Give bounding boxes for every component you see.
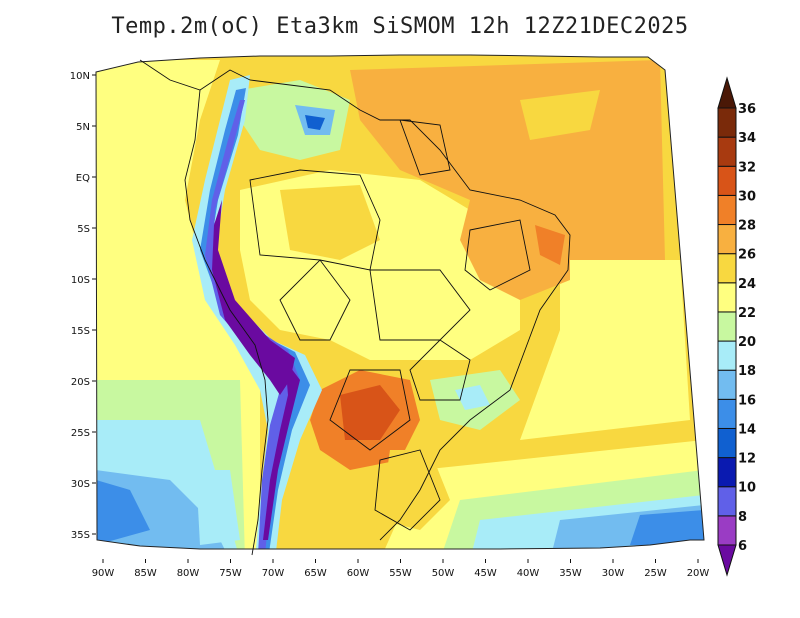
colorbar-label: 32 [738,160,756,175]
lon-label: 25W [644,568,667,579]
colorbar-label: 34 [738,131,756,146]
colorbar-label: 6 [738,539,747,554]
colorbar-swatch [717,369,737,400]
lat-label: 20S [71,377,90,388]
colorbar-label: 30 [738,189,756,204]
colorbar-swatch [717,398,737,429]
map-frame [95,54,705,550]
colorbar-label: 36 [738,102,756,117]
lon-label: 75W [219,568,242,579]
colorbar-arrow-top [717,76,737,109]
lat-label: 30S [71,479,90,490]
latitude-axis: 10N 5N EQ 5S 10S 15S 20S 25S 30S 35S [70,71,96,541]
lon-label: 60W [347,568,370,579]
colorbar-label: 10 [738,481,756,496]
colorbar-label: 20 [738,335,756,350]
colorbar-label: 18 [738,364,756,379]
lat-label: 35S [71,530,90,541]
lon-label: 50W [432,568,455,579]
lat-label: 15S [71,326,90,337]
lon-label: 35W [559,568,582,579]
colorbar-swatch [717,107,737,138]
colorbar-swatch [717,165,737,196]
country-borders [139,59,571,556]
colorbar-label: 12 [738,452,756,467]
colorbar-label: 16 [738,393,756,408]
lon-label: 40W [517,568,540,579]
colorbar-swatch [717,486,737,517]
map-field [96,55,704,549]
colorbar-swatch [717,515,737,546]
colorbar-arrow-bottom [717,544,737,577]
lat-label: 25S [71,428,90,439]
lat-label: 5S [77,224,90,235]
colorbar-swatch [717,340,737,371]
colorbar-label: 28 [738,219,756,234]
longitude-axis: 90W 85W 80W 75W 70W 65W 60W 55W 50W 45W 40W 35W 30W 2… [92,559,710,579]
lon-label: 85W [134,568,157,579]
colorbar-swatch [717,282,737,313]
lon-label: 20W [687,568,710,579]
lat-label: 5N [76,122,90,133]
lon-label: 80W [177,568,200,579]
lon-label: 55W [389,568,412,579]
colorbar-label: 8 [738,510,747,525]
colorbar-swatch [717,194,737,226]
lat-label: 10N [70,71,90,82]
lon-label: 45W [474,568,497,579]
colorbar-label: 14 [738,422,756,437]
lat-label: 10S [71,275,90,286]
lon-label: 90W [92,568,115,579]
colorbar-swatch [717,457,737,488]
lat-label: EQ [76,173,90,184]
colorbar-label: 24 [738,277,756,292]
colorbar-swatch [717,136,737,167]
lon-label: 70W [262,568,285,579]
lon-label: 65W [304,568,327,579]
colorbar-label: 26 [738,248,756,263]
colorbar-label: 22 [738,306,756,321]
colorbar-swatch [717,311,737,342]
colorbar-swatch [717,427,737,459]
colorbar: 6 8 10 12 14 16 18 20 22 24 26 28 30 32 34 36 [717,76,756,577]
lon-label: 30W [602,568,625,579]
colorbar-swatch [717,253,737,284]
map-title: Temp.2m(oC) Eta3km SiSMOM 12h 12Z21DEC20… [111,14,689,39]
colorbar-swatch [717,224,737,255]
